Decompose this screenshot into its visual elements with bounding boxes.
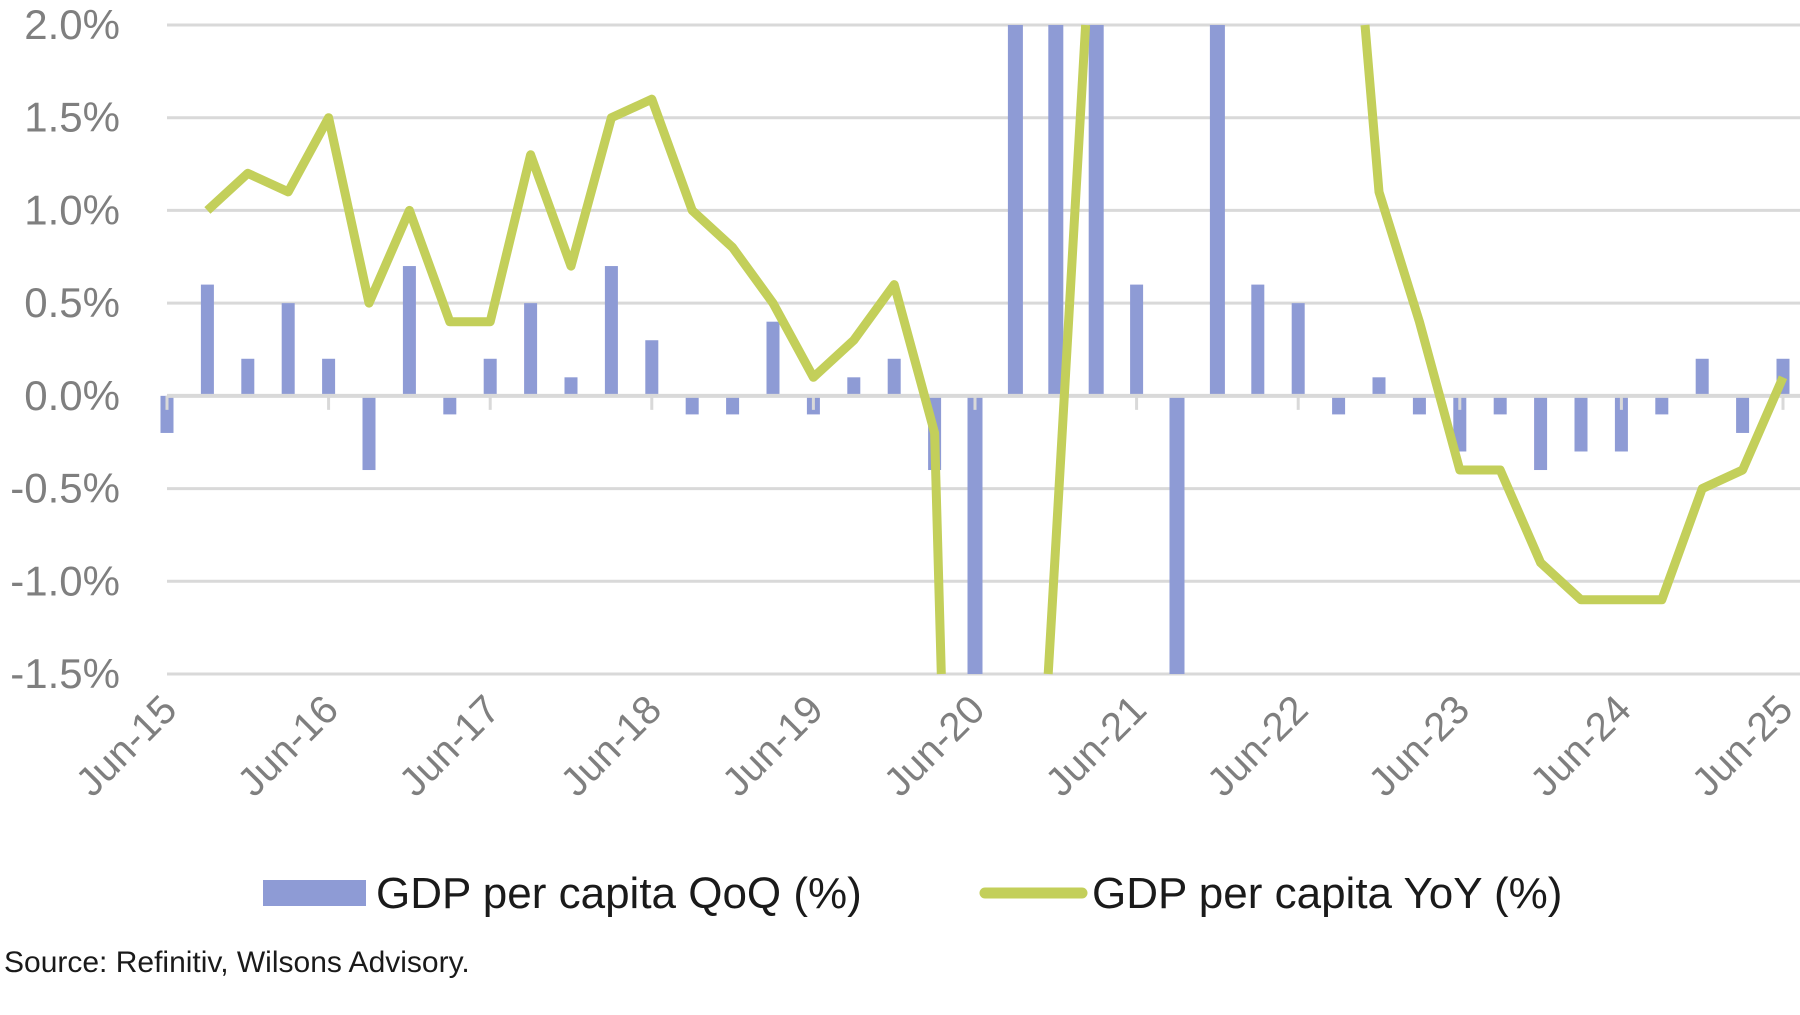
yoy-line (204, 24, 1788, 675)
y-tick-label: 2.0% (24, 1, 120, 48)
bar (281, 303, 295, 396)
x-tick-label: Jun-22 (1199, 687, 1317, 805)
bar (1453, 395, 1467, 452)
bar (1736, 395, 1750, 433)
x-tick-label: Jun-25 (1684, 687, 1800, 805)
bar (200, 284, 214, 396)
yoy-line-path (204, 24, 1788, 675)
bar (847, 377, 861, 396)
bar (1007, 25, 1023, 396)
bar (1695, 358, 1709, 396)
y-axis-ticks: 2.0% 1.5% 1.0% 0.5% 0.0% -0.5% -1.0% -1.5% (10, 1, 120, 697)
bar (887, 358, 901, 396)
y-tick-label: -1.5% (10, 650, 120, 697)
x-tick-label: Jun-24 (1522, 687, 1640, 805)
bar (967, 395, 983, 674)
qoq-bars (160, 25, 1790, 674)
x-tick-label: Jun-21 (1037, 687, 1155, 805)
bar (443, 395, 457, 415)
y-tick-label: 0.5% (24, 279, 120, 326)
legend-label-yoy: GDP per capita YoY (%) (1092, 869, 1562, 918)
y-tick-label: -0.5% (10, 465, 120, 512)
y-tick-label: 0.0% (24, 372, 120, 419)
bar (1169, 395, 1185, 674)
y-tick-label: 1.5% (24, 94, 120, 141)
bar (1251, 284, 1265, 396)
x-tick-label: Jun-18 (553, 687, 671, 805)
bar (645, 340, 659, 396)
x-axis (165, 393, 1800, 410)
y-tick-label: 1.0% (24, 186, 120, 233)
bar (1534, 395, 1548, 471)
bar (604, 266, 618, 396)
bar (1655, 395, 1669, 415)
x-tick-label: Jun-15 (68, 687, 186, 805)
bar (766, 321, 780, 396)
bar (1332, 395, 1346, 415)
bar (1130, 284, 1144, 396)
legend-label-qoq: GDP per capita QoQ (%) (376, 869, 862, 918)
bar (1209, 25, 1225, 396)
legend-swatch-qoq (263, 880, 366, 906)
bar (402, 266, 416, 396)
bar (483, 358, 497, 396)
bar (1291, 303, 1305, 396)
x-tick-label: Jun-16 (229, 687, 347, 805)
bar (1574, 395, 1588, 452)
source-note: Source: Refinitiv, Wilsons Advisory. (4, 946, 470, 979)
x-tick-label: Jun-20 (876, 687, 994, 805)
bar (322, 358, 336, 396)
x-tick-label: Jun-19 (714, 687, 832, 805)
bar (160, 395, 174, 433)
bar (564, 377, 578, 396)
bar (1412, 395, 1426, 415)
x-tick-label: Jun-23 (1361, 687, 1479, 805)
bar (362, 395, 376, 471)
bar (1372, 377, 1386, 396)
bar (726, 395, 740, 415)
bar (685, 395, 699, 415)
y-tick-label: -1.0% (10, 557, 120, 604)
legend: GDP per capita QoQ (%) GDP per capita Yo… (263, 869, 1562, 918)
bar (1048, 25, 1064, 396)
x-axis-ticks: Jun-15 Jun-16 Jun-17 Jun-18 Jun-19 Jun-20 Jun-… (68, 687, 1800, 805)
x-tick-label: Jun-17 (391, 687, 509, 805)
bar (524, 303, 538, 396)
bar (1493, 395, 1507, 415)
bar (1088, 25, 1104, 396)
bar (241, 358, 255, 396)
bar (1614, 395, 1628, 452)
